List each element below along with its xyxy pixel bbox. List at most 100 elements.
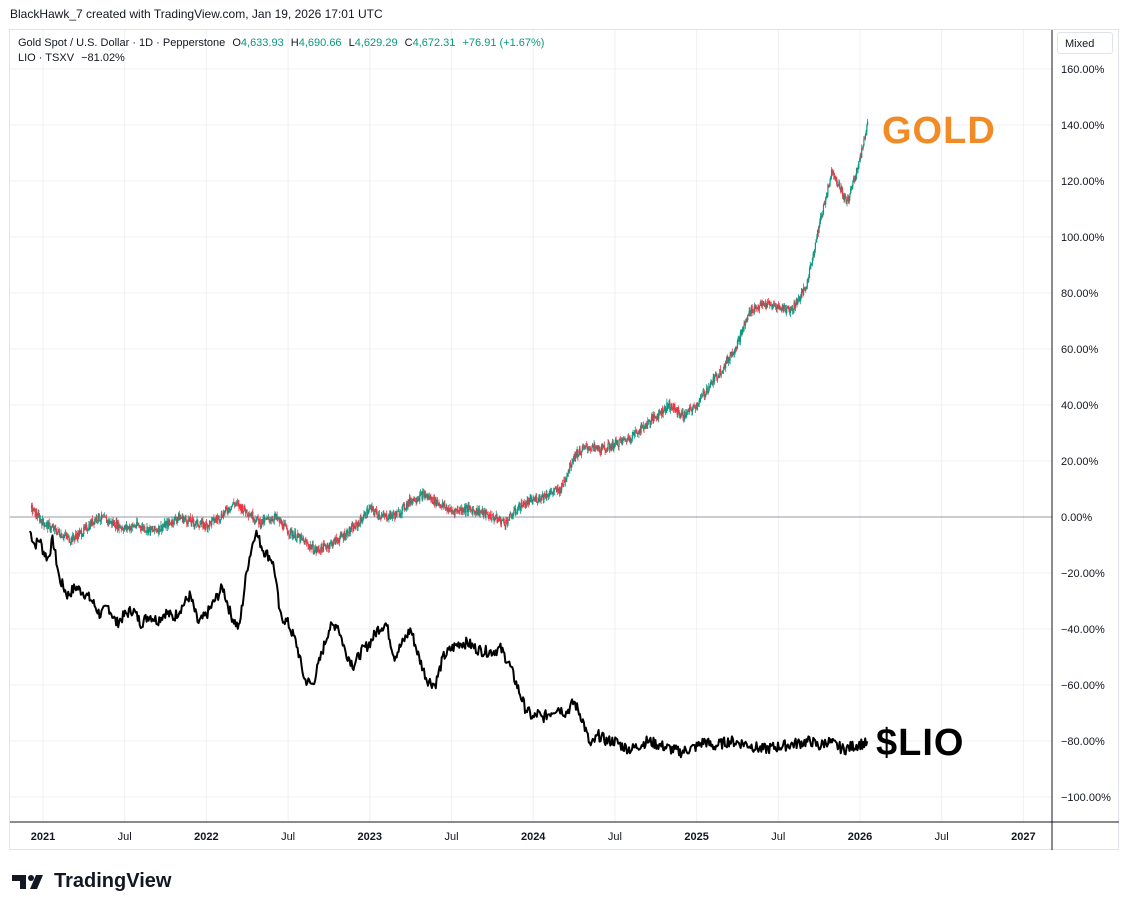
gold-candle-body <box>239 504 241 508</box>
gold-candle-body <box>839 187 841 191</box>
gold-candle-body <box>736 347 738 349</box>
gold-candle-body <box>526 500 528 506</box>
gold-candle-body <box>844 195 846 200</box>
gold-candle-body <box>468 505 470 508</box>
gold-candle-body <box>397 510 400 512</box>
gold-candle-body <box>417 498 419 500</box>
gold-candle-body <box>506 520 508 525</box>
gold-candle-body <box>796 299 798 305</box>
gold-candle-body <box>83 526 86 529</box>
gold-candle-body <box>786 306 788 313</box>
gold-candle-body <box>764 303 766 307</box>
gold-candle-body <box>834 177 836 179</box>
gold-series <box>30 118 869 556</box>
gold-candle-body <box>464 506 466 513</box>
gold-candle-body <box>733 353 735 355</box>
gold-candle-body <box>859 155 861 161</box>
gold-candle-body <box>88 524 90 530</box>
gold-candle-body <box>398 510 400 517</box>
gold-candle-body <box>829 180 831 185</box>
gold-candle-body <box>596 445 598 450</box>
gold-candle-body <box>504 525 506 527</box>
gold-candle-body <box>48 522 50 524</box>
y-tick-label: 100.00% <box>1061 232 1105 244</box>
gold-candle-body <box>78 532 80 537</box>
gold-candle-body <box>639 429 641 433</box>
gold-candle-body <box>292 534 294 539</box>
gold-candle-body <box>403 503 405 505</box>
gold-candle-body <box>311 544 314 548</box>
gold-candle-body <box>393 512 395 515</box>
gold-candle-body <box>850 187 853 189</box>
gold-candle-body <box>204 526 206 528</box>
gold-candle-body <box>569 462 572 468</box>
scale-mode-button[interactable]: Mixed <box>1057 32 1113 54</box>
gold-candle-body <box>474 511 476 513</box>
gold-candle-body <box>513 510 515 515</box>
tradingview-logo[interactable]: TradingView <box>12 870 171 893</box>
gold-candle-body <box>226 508 228 512</box>
gold-candle-body <box>225 506 228 509</box>
gold-candle-body <box>527 500 529 501</box>
gold-candle-body <box>30 505 33 509</box>
gold-candle-body <box>278 518 280 523</box>
gold-candle-body <box>90 521 92 526</box>
gold-candle-body <box>703 391 705 394</box>
gold-candle-body <box>128 526 130 528</box>
gold-candle-body <box>166 521 168 524</box>
gold-candle-body <box>343 532 345 539</box>
legend-main-row[interactable]: Gold Spot / U.S. Dollar · 1D · Peppersto… <box>18 36 544 51</box>
gold-candle-body <box>608 443 611 450</box>
gold-candle-body <box>853 178 855 182</box>
gold-candle-body <box>797 299 799 305</box>
gold-candle-body <box>800 292 803 298</box>
gold-candle-body <box>150 526 153 530</box>
gold-candle-body <box>389 514 391 519</box>
gold-candle-body <box>410 500 412 504</box>
gold-candle-body <box>414 497 416 502</box>
gold-candle-body <box>379 517 381 519</box>
gold-candle-body <box>246 509 248 515</box>
gold-candle-body <box>480 511 483 513</box>
gold-candle-body <box>716 378 719 380</box>
gold-candle-body <box>662 412 664 415</box>
gold-candle-body <box>695 404 697 410</box>
gold-candle-body <box>250 514 253 518</box>
gold-candle-body <box>762 304 764 306</box>
gold-candle-body <box>208 525 210 527</box>
gold-candle-body <box>255 518 258 522</box>
gold-candle-body <box>425 494 428 498</box>
gold-candle-body <box>168 520 170 523</box>
gold-candle-body <box>157 530 159 533</box>
gold-candle-body <box>425 494 427 498</box>
gold-candle-body <box>316 547 319 550</box>
gold-candle-body <box>423 492 425 497</box>
gold-candle-body <box>475 511 477 515</box>
gold-candle-body <box>358 523 361 526</box>
gold-candle-body <box>818 225 820 233</box>
gold-candle-body <box>177 517 179 520</box>
gold-candle-body <box>392 512 394 515</box>
gold-candle-body <box>655 418 658 420</box>
gold-candle-body <box>613 447 615 449</box>
gold-candle-body <box>380 515 383 518</box>
gold-candle-body <box>440 506 442 508</box>
gold-candle-body <box>448 510 450 513</box>
gold-candle-body <box>822 204 825 214</box>
gold-candle-body <box>254 519 256 521</box>
gold-candle-body <box>308 546 311 549</box>
gold-candle-body <box>705 393 707 396</box>
gold-candle-body <box>104 515 106 518</box>
gold-candle-body <box>712 377 714 386</box>
gold-candle-body <box>681 412 683 413</box>
legend-compare-row[interactable]: LIO · TSXV −81.02% <box>18 51 544 66</box>
gold-candle-body <box>155 529 158 532</box>
gold-candle-body <box>570 466 572 468</box>
gold-candle-body <box>589 448 591 450</box>
gold-candle-body <box>538 495 540 501</box>
gold-candle-body <box>139 525 141 529</box>
gold-candle-body <box>541 495 543 498</box>
gold-candle-body <box>620 440 622 442</box>
gold-candle-body <box>265 518 267 520</box>
